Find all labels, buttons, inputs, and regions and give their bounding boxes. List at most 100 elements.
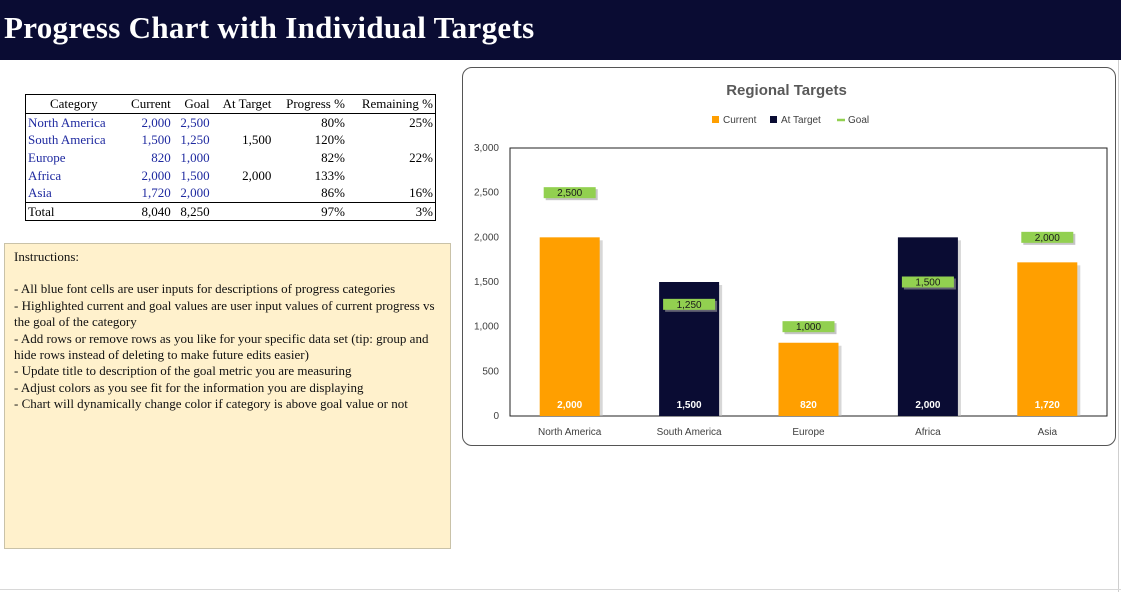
title-bar: Progress Chart with Individual Targets	[0, 0, 1121, 60]
goal-data-label: 2,500	[557, 188, 582, 199]
cell-at-target	[212, 184, 274, 202]
header-at-target: At Target	[211, 94, 274, 114]
legend-swatch-at-target	[770, 116, 777, 123]
cell-at-target: 1,500	[242, 132, 272, 148]
table-row: Africa 2,000 1,500 2,000 133%	[26, 166, 436, 184]
chart-title: Regional Targets	[726, 82, 847, 99]
goal-data-label: 1,250	[677, 300, 702, 311]
cell-goal[interactable]: 2,000	[180, 185, 210, 201]
y-tick-label: 1,500	[474, 277, 499, 288]
bar-data-label: 2,000	[915, 400, 940, 411]
instruction-line: - Add rows or remove rows as you like fo…	[14, 330, 429, 363]
instruction-line: - Highlighted current and goal values ar…	[14, 297, 435, 330]
x-tick-label: Europe	[792, 427, 825, 438]
cell-at-target	[212, 149, 274, 167]
goal-marker	[543, 187, 596, 199]
regional-targets-chart: Regional Targets Current At Target Goal 0 500…	[474, 82, 1108, 438]
cell-total-at-target	[211, 201, 274, 221]
chart-area[interactable]: Regional Targets Current At Target Goal 0 500…	[462, 67, 1116, 446]
sheet-edge	[1118, 60, 1119, 592]
table-row: South America 1,500 1,250 1,500 120%	[26, 131, 436, 149]
table-header-row: Category Current Goal At Target Progress…	[25, 94, 436, 114]
cell-category[interactable]: South America	[28, 132, 106, 148]
cell-remaining: 25%	[409, 114, 433, 130]
cell-progress: 120%	[314, 132, 345, 148]
cell-current[interactable]: 1,500	[141, 132, 171, 148]
goal-marker	[663, 298, 716, 310]
instruction-line: - Chart will dynamically change color if…	[14, 396, 408, 412]
cell-remaining	[347, 166, 436, 184]
bar-current	[1017, 262, 1078, 416]
y-tick-label: 3,000	[474, 143, 499, 154]
cell-goal[interactable]: 1,250	[180, 132, 210, 148]
bar-current	[778, 342, 839, 416]
table-total-row: Total 8,040 8,250 97% 3%	[25, 201, 436, 221]
cell-current[interactable]: 2,000	[141, 114, 171, 130]
goal-data-label: 1,500	[915, 278, 940, 289]
x-tick-label: Asia	[1038, 427, 1058, 438]
cell-remaining	[347, 131, 436, 149]
legend-label-at-target: At Target	[781, 115, 821, 126]
legend-label-goal: Goal	[848, 115, 869, 126]
legend-swatch-current	[712, 116, 719, 123]
cell-progress: 82%	[321, 150, 345, 166]
cell-total-label: Total	[25, 201, 122, 221]
bar-data-label: 2,000	[557, 400, 582, 411]
header-progress: Progress %	[273, 94, 347, 114]
y-tick-label: 500	[482, 366, 499, 377]
cell-category[interactable]: Africa	[28, 167, 62, 183]
bar-data-label: 1,720	[1035, 400, 1060, 411]
legend-label-current: Current	[723, 115, 757, 126]
y-tick-label: 0	[493, 411, 499, 422]
instructions-title: Instructions:	[14, 249, 79, 264]
cell-total-progress: 97%	[273, 201, 347, 221]
cell-at-target	[212, 113, 274, 131]
bar-current	[539, 237, 600, 416]
cell-goal[interactable]: 1,000	[180, 150, 210, 166]
instruction-line: - All blue font cells are user inputs fo…	[14, 281, 396, 297]
table-row: Asia 1,720 2,000 86% 16%	[26, 184, 436, 202]
x-tick-label: South America	[657, 427, 722, 438]
y-tick-label: 2,500	[474, 188, 499, 199]
cell-total-current: 8,040	[121, 201, 173, 221]
cell-current[interactable]: 2,000	[141, 167, 171, 183]
bar-data-label: 1,500	[677, 400, 702, 411]
cell-total-remaining: 3%	[346, 201, 436, 221]
table-row: Europe 820 1,000 82% 22%	[26, 149, 436, 167]
x-tick-label: Africa	[915, 427, 941, 438]
instruction-line: - Update title to description of the goa…	[14, 363, 352, 379]
y-tick-label: 2,000	[474, 232, 499, 243]
goal-data-label: 1,000	[796, 322, 821, 333]
instruction-line: - Adjust colors as you see fit for the i…	[14, 379, 364, 395]
bar-at-target	[897, 237, 958, 416]
page-title: Progress Chart with Individual Targets	[4, 10, 535, 45]
instructions-box: Instructions: - All blue font cells are …	[4, 243, 451, 549]
goal-data-label: 2,000	[1035, 233, 1060, 244]
progress-table: Category Current Goal At Target Progress…	[25, 94, 436, 222]
cell-current[interactable]: 1,720	[141, 185, 171, 201]
cell-remaining: 16%	[409, 185, 433, 201]
goal-marker	[1021, 231, 1074, 243]
cell-remaining: 22%	[409, 150, 433, 166]
cell-progress: 133%	[314, 167, 345, 183]
cell-at-target: 2,000	[242, 167, 272, 183]
cell-current[interactable]: 820	[151, 150, 171, 166]
header-goal: Goal	[172, 94, 212, 114]
bar-data-label: 820	[800, 400, 817, 411]
header-remaining: Remaining %	[346, 94, 436, 114]
x-tick-label: North America	[538, 427, 602, 438]
header-category: Category	[25, 94, 122, 114]
sheet-bottom-edge	[0, 589, 1121, 590]
goal-marker	[901, 276, 954, 288]
cell-category[interactable]: Europe	[28, 150, 66, 166]
cell-category[interactable]: Asia	[28, 185, 52, 201]
cell-goal[interactable]: 1,500	[180, 167, 210, 183]
cell-total-goal: 8,250	[172, 201, 212, 221]
cell-category[interactable]: North America	[28, 114, 106, 130]
y-tick-label: 1,000	[474, 322, 499, 333]
cell-progress: 80%	[321, 114, 345, 130]
header-current: Current	[121, 94, 173, 114]
cell-progress: 86%	[321, 185, 345, 201]
goal-marker	[782, 321, 835, 333]
cell-goal[interactable]: 2,500	[180, 114, 210, 130]
